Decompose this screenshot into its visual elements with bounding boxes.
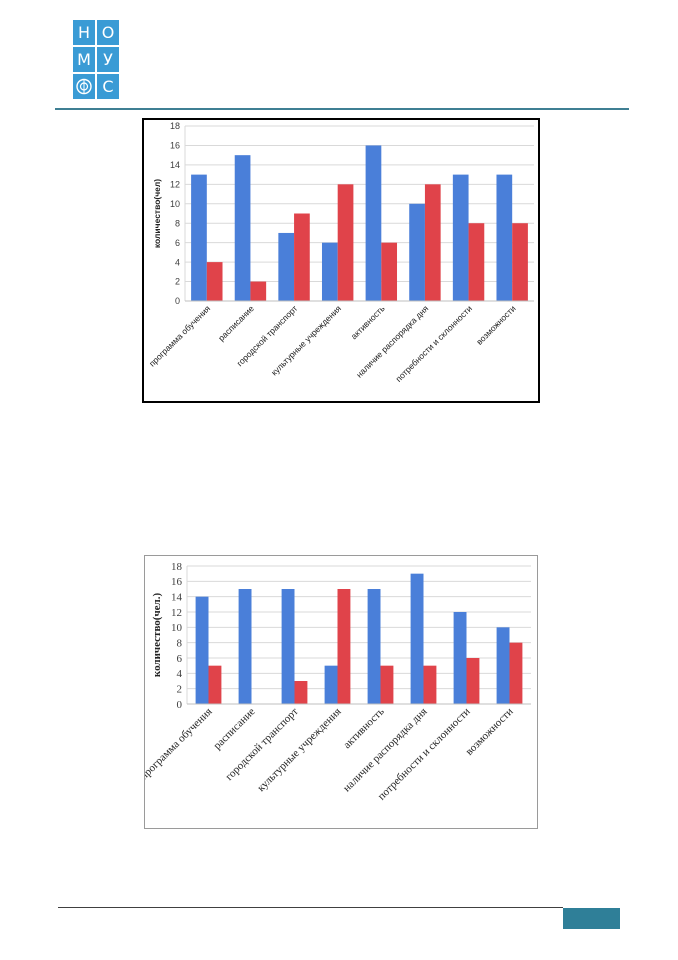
y-tick-label: 4 [175,257,180,267]
bar-series-1 [281,589,295,704]
x-category-label: активность [341,706,386,751]
bar-series-2 [206,262,223,301]
y-tick-label: 2 [177,684,183,696]
x-category-label: культурные учреждения [255,706,344,795]
chart-2-svg: 0 2 4 6 8 10 12 14 16 18 программа обучениярасписа… [145,561,531,803]
y-tick-label: 16 [170,141,180,151]
bar-series-1 [452,174,469,301]
x-category-label: расписание [211,706,257,752]
y-tick-label: 10 [171,622,183,634]
y-tick-label: 16 [171,576,183,588]
x-category-label: активность [349,303,387,341]
bar-series-1 [278,232,295,301]
logo-letter: О [97,20,119,45]
bar-series-1 [191,174,207,301]
x-category-label: потребности и склонности [376,706,473,803]
bar-series-1 [324,665,338,704]
y-tick-label: 14 [170,160,180,170]
bar-series-1 [410,573,424,704]
chart-2: 0 2 4 6 8 10 12 14 16 18 программа обучения расписа… [144,555,538,829]
x-category-label: программа обучения [145,706,215,783]
bar-series-2 [466,658,480,704]
x-category-label: расписание [216,303,256,343]
x-category-label: возможности [474,303,518,347]
bar-series-1 [409,203,425,301]
logo-letter: С [97,74,119,99]
y-tick-label: 6 [175,238,180,248]
y-tick-label: 14 [171,592,183,604]
logo-letter: Н [73,20,95,45]
bar-series-2 [380,665,394,704]
y-tick-label: 0 [177,699,183,711]
bar-series-1 [234,155,251,301]
y-axis-title: количество(чел.) [151,593,163,678]
bar-series-2 [423,665,437,704]
bar-series-2 [509,642,523,704]
bar-series-1 [367,589,381,704]
y-tick-label: 8 [175,218,180,228]
header-divider [55,108,629,110]
bar-series-2 [294,681,308,704]
bar-series-1 [321,242,338,301]
y-axis-title: количество(чел) [152,179,162,248]
bar-series-1 [496,627,510,704]
logo-letter: У [97,47,119,72]
bar-series-1 [238,589,252,704]
y-tick-label: 18 [170,121,180,131]
bar-series-2 [337,184,354,301]
y-tick-label: 18 [171,561,183,573]
bar-series-2 [512,223,528,301]
y-tick-label: 12 [170,179,180,189]
y-tick-label: 0 [175,296,180,306]
y-tick-label: 12 [171,607,182,619]
footer-divider [58,907,563,908]
bar-series-2 [337,589,351,704]
bar-series-1 [195,596,209,704]
x-category-label: наличие распорядка дня [341,706,430,795]
bar-series-2 [250,281,267,301]
x-category-label: программа обучения [147,303,213,369]
page-number-box [563,908,620,929]
logo-letter: М [73,47,95,72]
y-tick-label: 2 [175,277,180,287]
bar-series-2 [294,213,310,301]
nomus-logo: Н О М У С [73,20,119,101]
bar-series-1 [496,174,513,301]
bar-series-2 [208,665,222,704]
x-category-label: наличие распорядка дня [354,303,431,380]
x-category-label: потребности и склонности [393,303,474,384]
y-tick-label: 4 [177,668,183,680]
bar-series-2 [381,242,398,301]
logo-emblem-icon [73,74,95,99]
bar-series-1 [365,145,382,301]
chart-1: 0 2 4 6 8 10 12 14 16 18 программа обучения расписа… [142,118,540,403]
y-tick-label: 10 [170,199,180,209]
chart-1-svg: 0 2 4 6 8 10 12 14 16 18 программа обучения расписа… [147,121,534,384]
y-tick-label: 6 [177,653,183,665]
bar-series-1 [453,612,467,704]
bar-series-2 [424,184,441,301]
x-category-label: городской транспорт [223,706,301,784]
y-tick-label: 8 [177,638,183,650]
bar-series-2 [468,223,485,301]
